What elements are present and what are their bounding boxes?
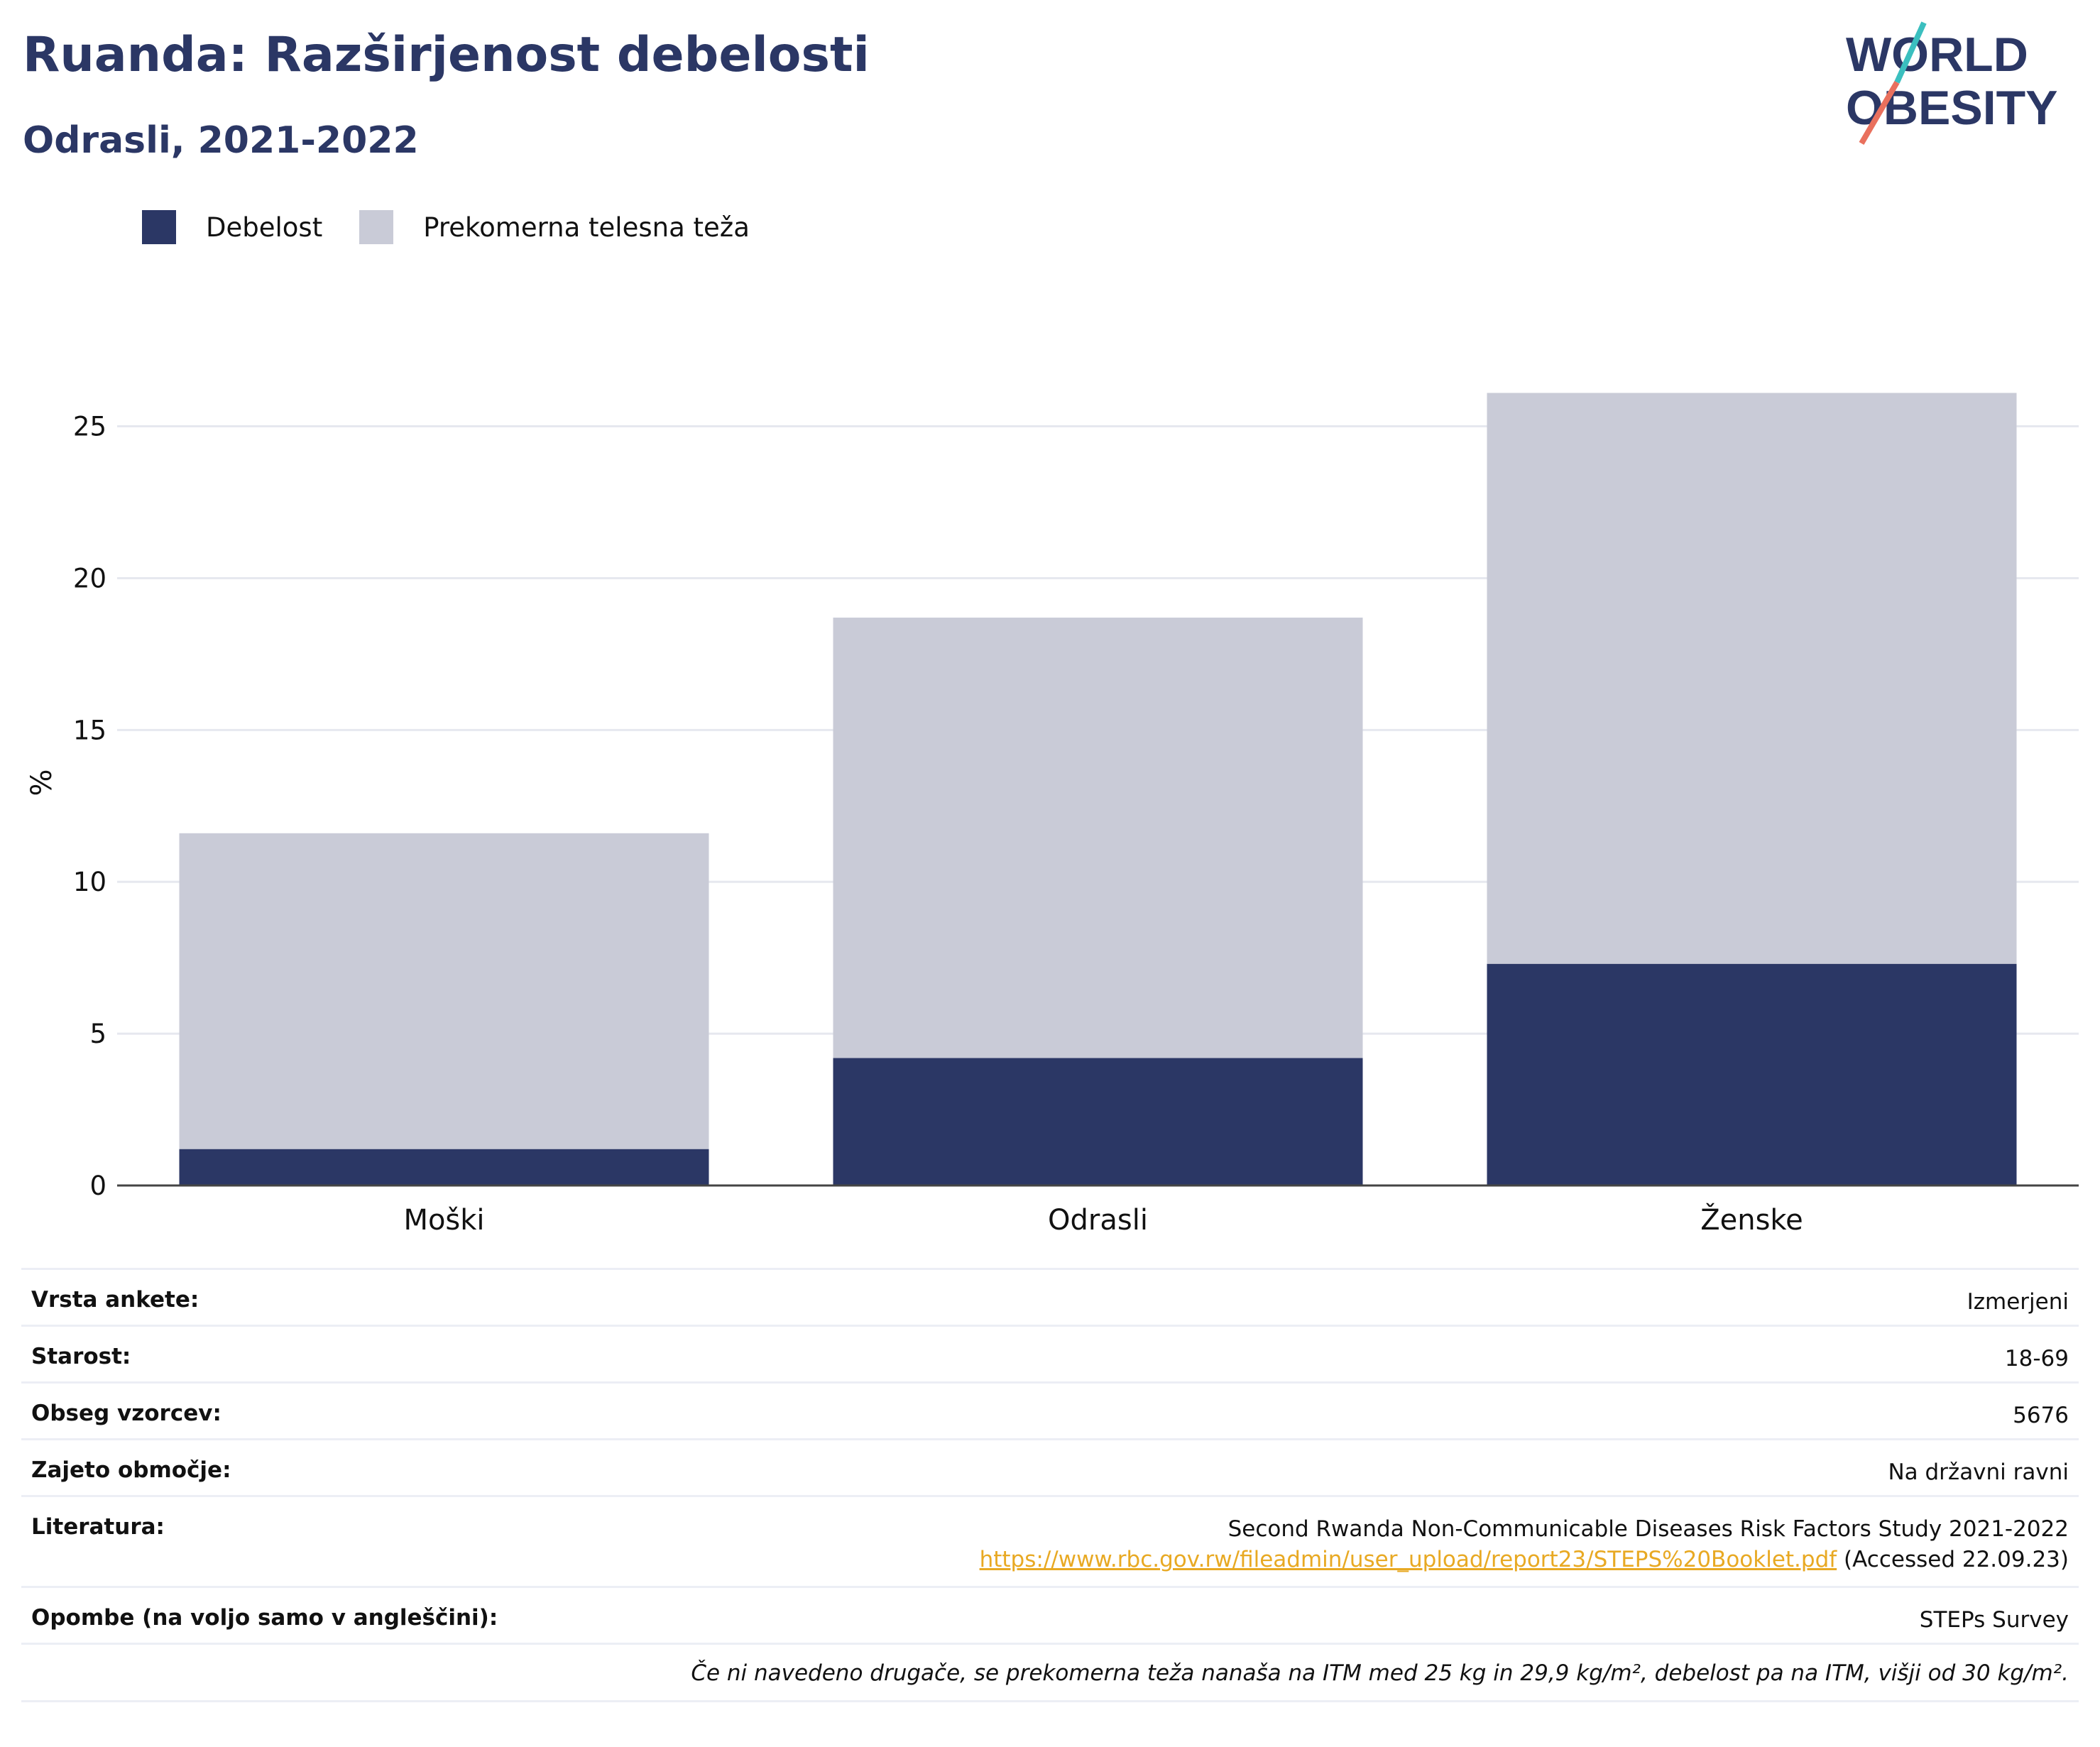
- bar-chart: 0 5 10 15 20 25% Moški Odrasli Ženske: [26, 393, 2079, 1237]
- legend-swatch-overweight: [359, 210, 394, 244]
- y-tick-label-15: 15: [73, 715, 106, 745]
- info-row-survey-type: Vrsta ankete: Izmerjeni: [21, 1268, 2079, 1325]
- y-tick-label-5: 5: [89, 1019, 106, 1049]
- legend-item-overweight[interactable]: Prekomerna telesna teža: [359, 210, 750, 244]
- bar-obesity-1: [833, 1058, 1363, 1185]
- world-obesity-logo: WORLD OBESITY: [1846, 21, 2058, 146]
- x-tick-label-0: Moški: [403, 1204, 484, 1237]
- info-row-age: Starost: 18-69: [21, 1325, 2079, 1381]
- logo-slash-coral: [1859, 80, 1900, 146]
- legend-swatch-obesity: [142, 210, 176, 244]
- bar-obesity-0: [179, 1149, 709, 1185]
- chart-legend: Debelost Prekomerna telesna teža: [142, 210, 787, 244]
- bars: [179, 393, 2017, 1185]
- y-tick-label-25: 25: [73, 412, 106, 442]
- sample-value: 5676: [2013, 1403, 2069, 1428]
- legend-item-obesity[interactable]: Debelost: [142, 210, 322, 244]
- logo-slash-teal: [1894, 21, 1927, 84]
- bar-overweight-2: [1487, 393, 2017, 964]
- notes-label: Opombe (na voljo samo v angleščini):: [31, 1605, 498, 1631]
- literature-label: Literatura:: [31, 1514, 165, 1540]
- survey-type-label: Vrsta ankete:: [31, 1287, 199, 1313]
- y-tick-label-0: 0: [89, 1171, 106, 1201]
- info-row-notes: Opombe (na voljo samo v angleščini): STE…: [21, 1586, 2079, 1643]
- age-label: Starost:: [31, 1344, 131, 1369]
- info-row-literature: Literatura: Second Rwanda Non-Communicab…: [21, 1495, 2079, 1586]
- bar-overweight-0: [179, 833, 709, 1149]
- logo-line1: WORLD: [1846, 28, 2028, 82]
- chart-title: Ruanda: Razširjenost debelosti: [23, 27, 870, 83]
- age-value: 18-69: [2004, 1346, 2069, 1371]
- literature-accessed: (Accessed 22.09.23): [1837, 1547, 2069, 1573]
- notes-value: STEPs Survey: [1919, 1607, 2069, 1633]
- survey-type-value: Izmerjeni: [1967, 1289, 2069, 1315]
- literature-link[interactable]: https://www.rbc.gov.rw/fileadmin/user_up…: [979, 1547, 1837, 1573]
- footnote: Če ni navedeno drugače, se prekomerna te…: [21, 1643, 2079, 1702]
- info-row-sample: Obseg vzorcev: 5676: [21, 1381, 2079, 1438]
- y-tick-label-10: 10: [73, 867, 106, 897]
- chart-subtitle: Odrasli, 2021-2022: [23, 119, 419, 162]
- literature-value: Second Rwanda Non-Communicable Diseases …: [980, 1514, 2069, 1576]
- y-tick-label-20: 20: [73, 563, 106, 593]
- bar-overweight-1: [833, 618, 1363, 1058]
- legend-label-obesity: Debelost: [206, 212, 323, 243]
- sample-label: Obseg vzorcev:: [31, 1401, 222, 1426]
- info-row-area: Zajeto območje: Na državni ravni: [21, 1438, 2079, 1495]
- area-value: Na državni ravni: [1888, 1460, 2069, 1485]
- info-table: Vrsta ankete: Izmerjeni Starost: 18-69 O…: [21, 1268, 2079, 1702]
- area-label: Zajeto območje:: [31, 1457, 231, 1483]
- x-tick-label-1: Odrasli: [1048, 1204, 1148, 1237]
- axes: 0 5 10 15 20 25% Moški Odrasli Ženske: [26, 412, 2079, 1237]
- y-axis-label: %: [26, 769, 58, 796]
- legend-label-overweight: Prekomerna telesna teža: [423, 212, 750, 243]
- literature-title: Second Rwanda Non-Communicable Diseases …: [1227, 1516, 2069, 1542]
- x-tick-label-2: Ženske: [1700, 1203, 1803, 1237]
- bar-obesity-2: [1487, 963, 2017, 1185]
